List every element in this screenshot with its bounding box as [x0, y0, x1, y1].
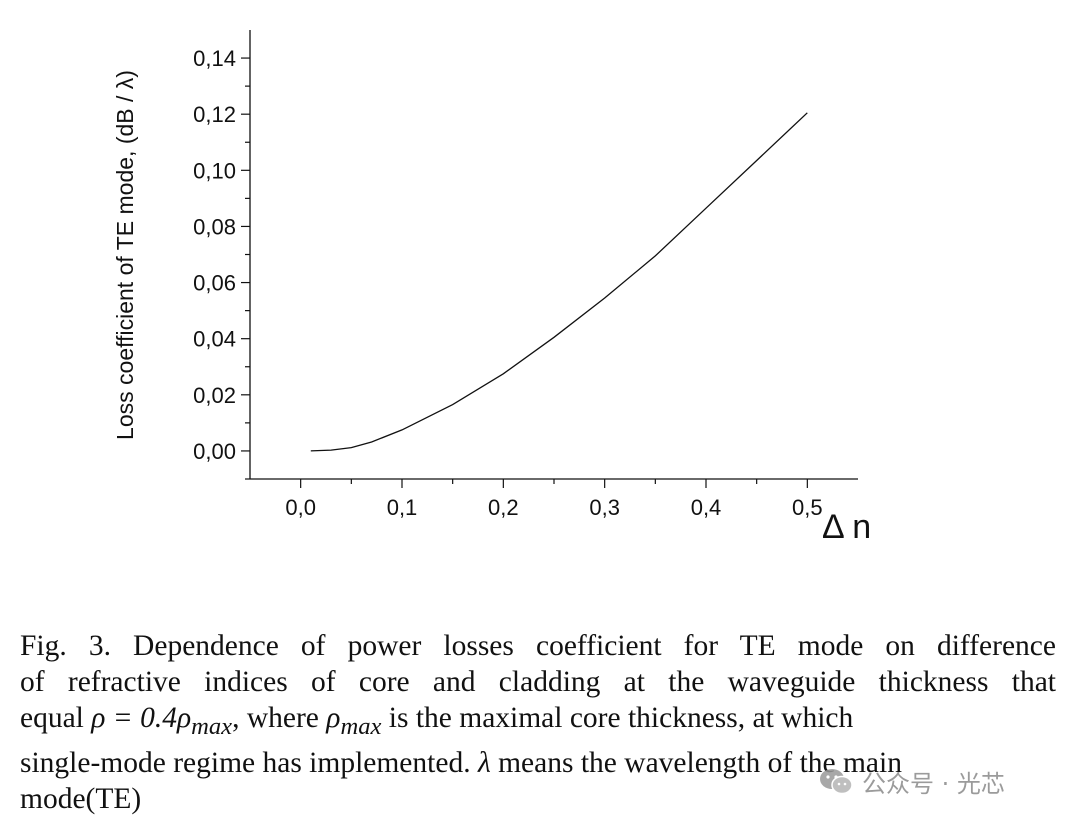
caption-line-4: single-mode regime has implemented. λ me…: [20, 745, 1056, 781]
wechat-icon: [820, 768, 853, 794]
y-axis-title: Loss coefficient of TE mode, (dB / λ): [112, 70, 138, 440]
caption-math: ρ = 0.4ρ: [91, 702, 192, 734]
y-tick-label: 0,10: [193, 158, 236, 183]
y-tick-label: 0,08: [193, 214, 236, 239]
y-axis-ticks: 0,00 0,02 0,04 0,06 0,08 0,10 0,12 0,14: [193, 46, 250, 480]
x-tick-label: 0,1: [387, 495, 418, 520]
caption-text: is the maximal core thickness, at which: [381, 702, 854, 734]
x-tick-label: 0,3: [589, 495, 620, 520]
caption-text: , where: [232, 702, 327, 734]
x-axis-title: Δ n: [822, 508, 871, 546]
caption-text: equal: [20, 702, 92, 734]
y-tick-label: 0,02: [193, 383, 236, 408]
caption-math-sub: max: [191, 712, 233, 740]
caption-math: λ: [477, 746, 491, 779]
caption-line-3: equal ρ = 0.4ρmax, where ρmax is the max…: [20, 700, 1056, 745]
y-tick-label: 0,06: [193, 271, 236, 296]
caption-line-2: of refractive indices of core and claddi…: [20, 666, 1056, 698]
y-tick-label: 0,14: [193, 46, 236, 71]
series-line: [310, 112, 808, 452]
caption-math: ρ: [326, 702, 341, 734]
caption-text: single-mode regime has implemented.: [20, 746, 478, 779]
caption-math-sub: max: [340, 712, 382, 740]
x-tick-label: 0,2: [488, 495, 519, 520]
y-tick-label: 0,00: [193, 439, 236, 464]
x-tick-label: 0,5: [792, 495, 823, 520]
watermark: 公众号 · 光芯: [818, 764, 1005, 799]
y-tick-label: 0,12: [193, 102, 236, 127]
figure-caption: Fig. 3. Dependence of power losses coeff…: [20, 628, 1056, 817]
y-tick-label: 0,04: [193, 327, 236, 352]
caption-line-1: Fig. 3. Dependence of power losses coeff…: [20, 630, 1056, 662]
axes: [249, 30, 858, 480]
watermark-text: 公众号 · 光芯: [862, 770, 1005, 798]
x-tick-label: 0,0: [285, 495, 316, 520]
caption-line-5: mode(TE): [20, 782, 142, 815]
chart: 0,0 0,1 0,2 0,3 0,4 0,5 0,000,020,040,060,080…: [112, 30, 871, 546]
x-tick-label: 0,4: [691, 495, 722, 520]
x-axis-ticks: 0,0 0,1 0,2 0,3 0,4 0,5: [285, 479, 823, 520]
